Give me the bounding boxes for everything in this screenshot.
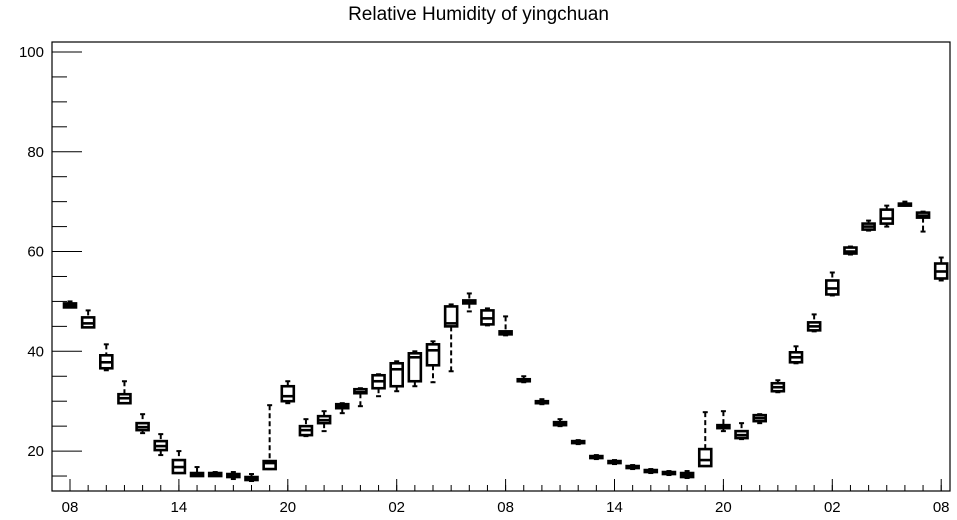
box-item [788, 345, 804, 365]
iqr-box [262, 459, 277, 471]
box-item [117, 380, 132, 405]
box-item [806, 313, 822, 333]
iqr-box [280, 384, 296, 403]
y-tick-label: 80 [27, 144, 44, 161]
box-item [135, 413, 150, 435]
box-item [843, 245, 858, 256]
box-item [334, 402, 350, 415]
box-item [752, 413, 768, 425]
box-item [824, 271, 840, 297]
box-item [879, 204, 895, 228]
box-item [62, 300, 78, 309]
box-item [552, 418, 568, 428]
x-tick-label: 02 [824, 499, 841, 516]
box-item [607, 459, 622, 466]
x-tick-label: 08 [62, 499, 79, 516]
box-item [897, 200, 913, 207]
box-item [933, 256, 949, 282]
box-item [371, 373, 386, 398]
box-item [480, 307, 495, 327]
box-item [516, 375, 532, 384]
box-series [62, 200, 949, 483]
box-item [425, 340, 441, 384]
box-item [570, 439, 586, 446]
tick-labels: 20 40 60 80 100 08 14 20 02 08 14 20 02 08 [19, 44, 950, 516]
x-tick-label: 02 [388, 499, 405, 516]
box-item [915, 210, 931, 233]
box-item [280, 380, 296, 405]
plot-area-frame [51, 41, 951, 492]
x-tick-label: 08 [497, 499, 514, 516]
box-item [679, 470, 695, 480]
box-item [643, 468, 659, 475]
box-item [861, 219, 876, 232]
iqr-box [425, 343, 441, 367]
box-item [407, 350, 423, 388]
box-item [461, 292, 477, 313]
box-item [244, 473, 259, 483]
box-item [226, 471, 241, 481]
x-tick-label: 14 [171, 499, 188, 516]
box-item [153, 433, 169, 457]
box-item [734, 422, 749, 441]
box-item [716, 410, 731, 433]
axis-ticks [52, 51, 942, 491]
box-item [207, 471, 223, 478]
iqr-box [879, 208, 895, 225]
y-tick-label: 20 [27, 443, 44, 460]
box-item [589, 454, 604, 461]
box-item [498, 315, 513, 337]
x-tick-label: 14 [606, 499, 623, 516]
box-item [443, 303, 459, 373]
chart-title: Relative Humidity of yingchuan [348, 4, 609, 25]
y-tick-label: 60 [27, 244, 44, 261]
iqr-box [697, 447, 713, 468]
box-item [534, 398, 550, 406]
box-item [316, 410, 332, 433]
box-item [697, 411, 713, 468]
box-item [661, 470, 677, 477]
iqr-box [407, 352, 423, 383]
box-item [99, 343, 114, 372]
box-item [389, 360, 405, 393]
box-item [262, 404, 277, 471]
iqr-box [389, 361, 405, 388]
box-item [625, 464, 640, 471]
x-tick-label: 08 [933, 499, 950, 516]
box-item [171, 450, 187, 475]
x-tick-label: 20 [715, 499, 732, 516]
box-item [298, 418, 314, 438]
x-tick-label: 20 [279, 499, 296, 516]
box-item [189, 466, 205, 478]
box-item [80, 309, 96, 329]
iqr-box [443, 305, 459, 328]
y-tick-label: 100 [19, 44, 44, 61]
box-item [770, 379, 786, 394]
box-item [353, 387, 368, 408]
y-tick-label: 40 [27, 343, 44, 360]
